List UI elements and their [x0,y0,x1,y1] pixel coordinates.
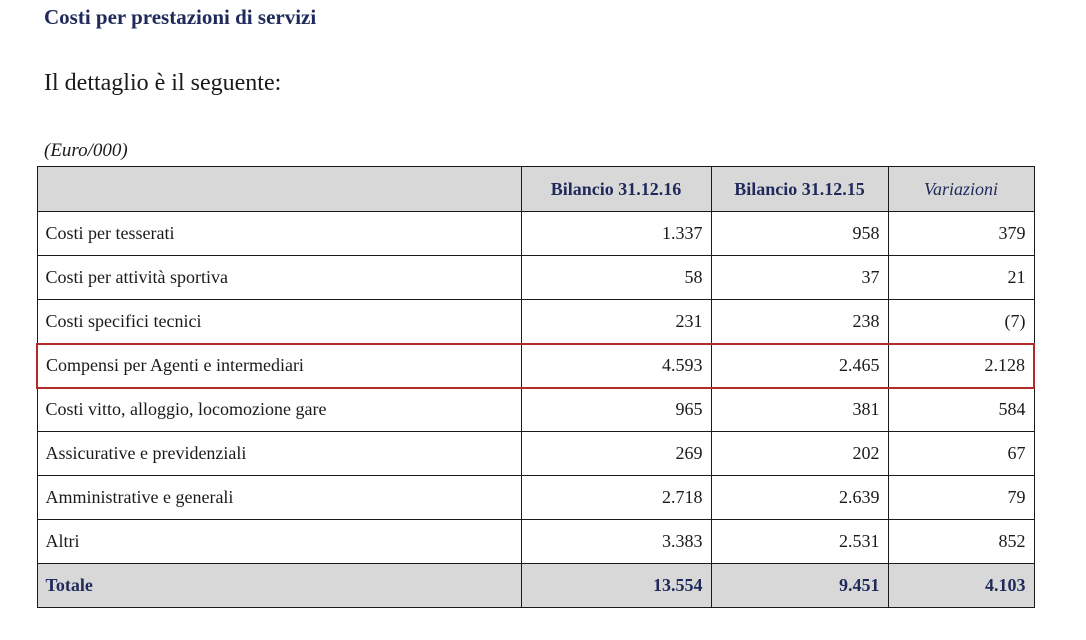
table-row: Costi per tesserati 1.337 958 379 [36,211,1035,256]
row-value-2015: 238 [710,299,889,344]
row-variation: 379 [887,211,1035,256]
table-row: Costi per attività sportiva 58 37 21 [36,255,1035,300]
table-row: Costi vitto, alloggio, locomozione gare … [36,387,1035,432]
row-value-2016: 1.337 [520,211,712,256]
row-value-2016: 58 [520,255,712,300]
unit-label: (Euro/000) [44,140,128,161]
total-variation: 4.103 [887,563,1035,608]
table-row: Altri 3.383 2.531 852 [36,519,1035,564]
row-variation: 852 [887,519,1035,564]
table-row: Assicurative e previdenziali 269 202 67 [36,431,1035,476]
row-value-2016: 2.718 [520,475,712,520]
row-value-2015: 2.639 [710,475,889,520]
row-value-2015: 202 [710,431,889,476]
table-row-highlighted: Compensi per Agenti e intermediari 4.593… [36,342,1035,389]
row-label: Costi per tesserati [36,211,522,256]
row-variation: 67 [887,431,1035,476]
row-variation: 21 [887,255,1035,300]
header-bilancio-2015: Bilancio 31.12.15 [710,166,889,212]
row-variation: 2.128 [887,342,1035,389]
costs-table: Bilancio 31.12.16 Bilancio 31.12.15 Vari… [36,166,1035,608]
row-label: Costi vitto, alloggio, locomozione gare [36,387,522,432]
row-variation: 79 [887,475,1035,520]
total-row: Totale 13.554 9.451 4.103 [36,563,1035,608]
row-label: Costi per attività sportiva [36,255,522,300]
table-row: Amministrative e generali 2.718 2.639 79 [36,475,1035,520]
row-value-2015: 2.531 [710,519,889,564]
total-value-2015: 9.451 [710,563,889,608]
page-title: Costi per prestazioni di servizi [44,5,317,29]
table-header-row: Bilancio 31.12.16 Bilancio 31.12.15 Vari… [36,166,1035,212]
row-value-2016: 4.593 [520,342,712,389]
intro-text: Il dettaglio è il seguente: [44,70,282,96]
row-variation: (7) [887,299,1035,344]
row-label: Amministrative e generali [36,475,522,520]
row-label: Altri [36,519,522,564]
total-value-2016: 13.554 [520,563,712,608]
header-variazioni: Variazioni [887,166,1035,212]
row-value-2015: 958 [710,211,889,256]
total-label: Totale [36,563,522,608]
row-value-2016: 269 [520,431,712,476]
row-label: Costi specifici tecnici [36,299,522,344]
table-row: Costi specifici tecnici 231 238 (7) [36,299,1035,344]
row-value-2015: 37 [710,255,889,300]
row-label: Assicurative e previdenziali [36,431,522,476]
row-value-2016: 231 [520,299,712,344]
header-bilancio-2016: Bilancio 31.12.16 [520,166,712,212]
row-variation: 584 [887,387,1035,432]
row-value-2016: 965 [520,387,712,432]
row-value-2015: 381 [710,387,889,432]
header-label-cell [36,166,522,212]
row-label: Compensi per Agenti e intermediari [36,342,522,389]
row-value-2015: 2.465 [710,342,889,389]
row-value-2016: 3.383 [520,519,712,564]
